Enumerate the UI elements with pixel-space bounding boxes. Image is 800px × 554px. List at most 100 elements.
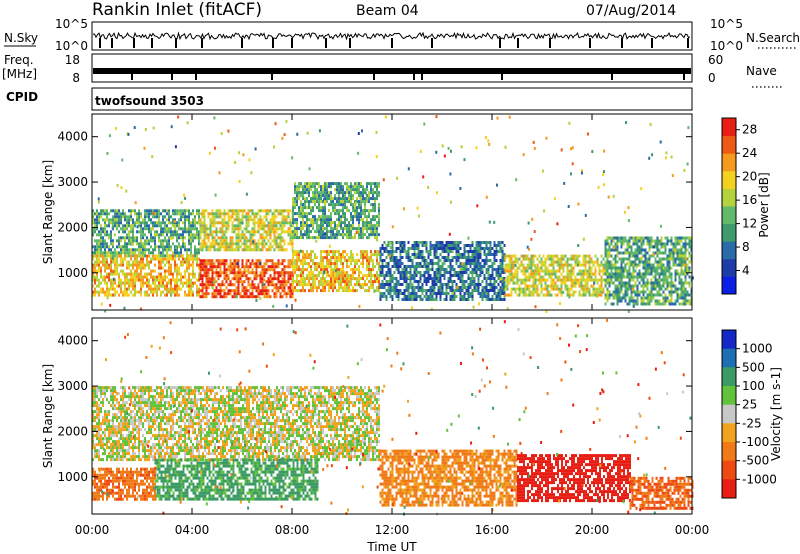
data-cell bbox=[98, 218, 100, 222]
data-cell bbox=[219, 259, 222, 263]
data-cell bbox=[261, 265, 264, 269]
data-cell bbox=[346, 227, 348, 231]
data-cell bbox=[211, 218, 214, 222]
data-cell bbox=[358, 212, 360, 216]
data-cell bbox=[626, 239, 629, 243]
data-cell bbox=[368, 227, 370, 231]
data-cell bbox=[328, 280, 330, 284]
data-cell bbox=[401, 271, 404, 274]
data-cell bbox=[265, 259, 268, 263]
data-cell bbox=[257, 224, 260, 228]
data-cell bbox=[385, 271, 388, 274]
data-cell bbox=[267, 233, 270, 237]
data-cell bbox=[231, 239, 234, 243]
data-cell bbox=[650, 236, 653, 240]
data-cell bbox=[522, 293, 525, 297]
data-cell bbox=[112, 224, 114, 228]
data-cell bbox=[241, 265, 244, 269]
data-cell bbox=[451, 259, 454, 262]
data-cell bbox=[646, 299, 649, 303]
data-cell bbox=[134, 263, 136, 267]
data-cell bbox=[100, 209, 102, 213]
data-cell bbox=[370, 283, 372, 287]
data-cell bbox=[465, 298, 468, 301]
data-cell bbox=[356, 209, 358, 213]
data-cell bbox=[427, 256, 430, 259]
data-cell bbox=[310, 224, 312, 228]
data-cell bbox=[504, 287, 507, 291]
data-cell bbox=[168, 269, 170, 273]
data-cell bbox=[221, 271, 224, 275]
data-cell bbox=[324, 212, 326, 216]
data-cell bbox=[344, 286, 346, 290]
data-cell bbox=[358, 191, 360, 195]
data-cell bbox=[354, 185, 356, 189]
data-cell bbox=[152, 215, 154, 219]
data-cell bbox=[570, 281, 573, 285]
data-cell bbox=[570, 254, 573, 258]
data-cell bbox=[102, 290, 104, 294]
data-cell bbox=[477, 280, 480, 283]
data-cell bbox=[407, 298, 410, 301]
data-cell bbox=[304, 206, 306, 210]
data-cell bbox=[338, 203, 340, 207]
data-cell bbox=[106, 230, 108, 234]
data-cell bbox=[504, 269, 507, 273]
data-cell bbox=[528, 278, 531, 282]
data-cell bbox=[572, 293, 575, 297]
data-cell bbox=[138, 224, 140, 228]
data-cell bbox=[648, 245, 651, 249]
data-cell bbox=[640, 302, 643, 306]
data-cell bbox=[610, 278, 613, 282]
data-cell bbox=[610, 236, 613, 240]
data-cell bbox=[100, 266, 102, 270]
data-cell bbox=[259, 277, 262, 281]
data-cell bbox=[253, 239, 256, 243]
data-cell bbox=[372, 203, 374, 207]
data-cell bbox=[279, 295, 282, 299]
data-cell bbox=[237, 209, 240, 213]
data-cell bbox=[586, 260, 589, 264]
data-cell bbox=[296, 253, 298, 257]
data-cell bbox=[142, 257, 144, 261]
data-cell bbox=[350, 236, 352, 240]
data-cell bbox=[211, 268, 214, 272]
data-cell bbox=[110, 230, 112, 234]
data-cell bbox=[249, 283, 252, 287]
data-cell bbox=[536, 290, 539, 294]
data-cell bbox=[530, 260, 533, 264]
data-cell bbox=[640, 242, 643, 246]
data-cell bbox=[273, 292, 276, 296]
data-cell bbox=[281, 271, 284, 275]
data-cell bbox=[518, 278, 521, 282]
data-cell bbox=[350, 230, 352, 234]
data-cell bbox=[648, 266, 651, 270]
data-cell bbox=[243, 265, 246, 269]
data-cell bbox=[176, 281, 178, 285]
data-cell bbox=[350, 259, 352, 263]
data-cell bbox=[354, 283, 356, 287]
data-cell bbox=[449, 286, 452, 289]
data-cell bbox=[572, 290, 575, 294]
data-cell bbox=[368, 233, 370, 237]
data-cell bbox=[320, 283, 322, 287]
data-cell bbox=[423, 259, 426, 262]
data-cell bbox=[602, 257, 605, 261]
data-cell bbox=[644, 296, 647, 300]
data-cell bbox=[431, 259, 434, 262]
data-cell bbox=[636, 302, 639, 306]
data-cell bbox=[560, 257, 563, 261]
data-cell bbox=[566, 269, 569, 273]
data-cell bbox=[598, 293, 601, 297]
data-cell bbox=[136, 221, 138, 225]
data-cell bbox=[634, 236, 637, 240]
data-cell bbox=[281, 289, 284, 293]
data-cell bbox=[275, 242, 278, 246]
data-cell bbox=[399, 271, 402, 274]
data-cell bbox=[281, 277, 284, 281]
data-cell bbox=[346, 236, 348, 240]
data-cell bbox=[439, 259, 442, 262]
data-cell bbox=[497, 265, 500, 268]
data-cell bbox=[140, 245, 142, 249]
data-cell bbox=[201, 215, 204, 219]
